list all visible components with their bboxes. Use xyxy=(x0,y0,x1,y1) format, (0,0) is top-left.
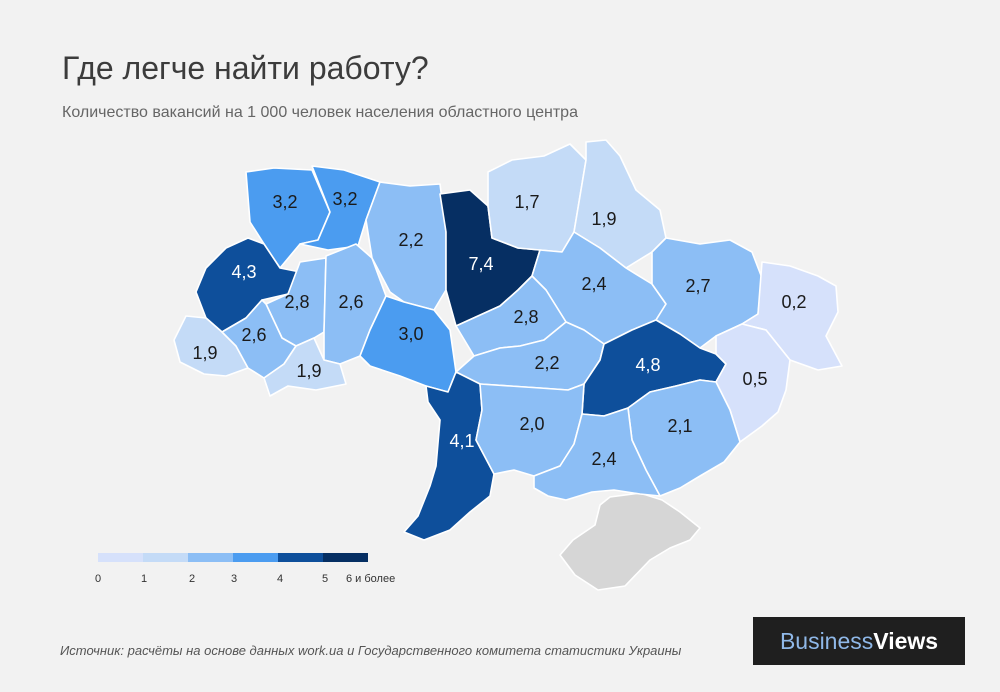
legend-swatch-0 xyxy=(98,553,143,562)
label-vinnytsia: 3,0 xyxy=(398,324,423,344)
region-chernivtsi xyxy=(263,337,347,397)
label-volyn: 3,2 xyxy=(272,192,297,212)
legend-swatch-3 xyxy=(233,553,278,562)
region-kherson xyxy=(533,407,661,501)
label-luhansk: 0,2 xyxy=(781,292,806,312)
label-zakarpattia: 1,9 xyxy=(192,343,217,363)
label-zhytomyr: 2,2 xyxy=(398,230,423,250)
label-cherkasy: 2,8 xyxy=(513,307,538,327)
legend-swatch-4 xyxy=(278,553,323,562)
label-kherson: 2,4 xyxy=(591,449,616,469)
label-zaporizhzhia: 2,1 xyxy=(667,416,692,436)
label-rivne: 3,2 xyxy=(332,189,357,209)
label-sumy: 1,9 xyxy=(591,209,616,229)
legend-swatch-2 xyxy=(188,553,233,562)
label-ivano-frankivsk: 2,6 xyxy=(241,325,266,345)
logo-part-views: Views xyxy=(873,627,939,654)
legend-label-3: 3 xyxy=(231,573,238,585)
label-poltava: 2,4 xyxy=(581,274,606,294)
region-rivne xyxy=(299,165,381,251)
region-zakarpattia xyxy=(173,315,249,377)
label-kirovohrad: 2,2 xyxy=(534,353,559,373)
logo-part-business: Business xyxy=(779,627,874,654)
label-mykolaiv: 2,0 xyxy=(519,414,544,434)
label-ternopil: 2,8 xyxy=(284,292,309,312)
source-note: Источник: расчёты на основе данных work.… xyxy=(60,643,682,658)
businessviews-logo: Business Views xyxy=(753,617,965,665)
region-odesa xyxy=(403,371,495,541)
label-donetsk: 0,5 xyxy=(742,369,767,389)
legend-label-6: 6 и более xyxy=(346,573,396,585)
legend-label-5: 5 xyxy=(322,573,329,585)
label-chernihiv: 1,7 xyxy=(514,192,539,212)
map-title: Где легче найти работу? xyxy=(62,50,429,86)
map-subtitle: Количество вакансий на 1 000 человек нас… xyxy=(62,104,578,121)
legend-swatch-5 xyxy=(323,553,368,562)
label-odesa: 4,1 xyxy=(449,431,474,451)
label-lviv: 4,3 xyxy=(231,262,256,282)
label-khmelnytskyi: 2,6 xyxy=(338,292,363,312)
legend-label-0: 0 xyxy=(95,573,102,585)
legend-label-2: 2 xyxy=(189,573,196,585)
label-kyiv: 7,4 xyxy=(468,254,493,274)
legend-label-1: 1 xyxy=(141,573,148,585)
legend-swatch-1 xyxy=(143,553,188,562)
region-crimea xyxy=(559,492,701,591)
label-chernivtsi: 1,9 xyxy=(296,361,321,381)
legend-label-4: 4 xyxy=(277,573,284,585)
label-dnipropetrovsk: 4,8 xyxy=(635,355,660,375)
legend-color-scale xyxy=(98,553,368,562)
label-kharkiv: 2,7 xyxy=(685,276,710,296)
